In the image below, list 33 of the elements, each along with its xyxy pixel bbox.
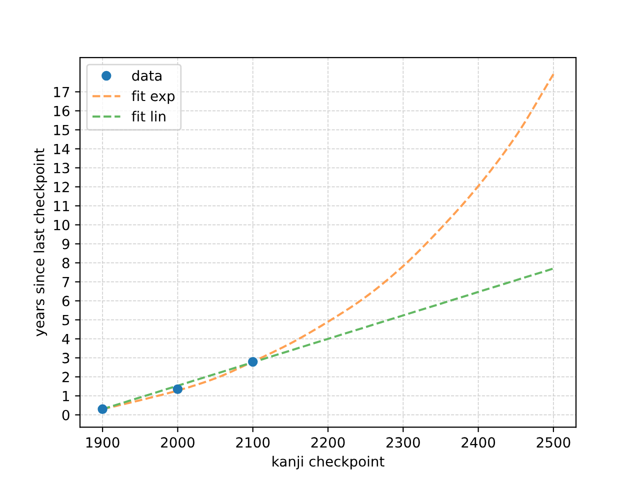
y-tick-label: 0 [62,410,70,420]
legend-label: fit exp [132,90,175,104]
legend-label: fit lin [132,110,166,122]
x-axis-title: kanji checkpoint [272,456,384,470]
y-tick-label: 10 [54,220,70,230]
y-tick-label: 14 [54,144,70,154]
y-tick-label: 9 [62,238,70,250]
y-tick-label: 4 [62,334,70,344]
y-tick-label: 6 [62,296,70,306]
point [248,356,258,367]
y-tick-label: 2 [62,372,69,382]
point [98,404,108,414]
x-tick-label: 2200 [311,437,345,448]
y-tick-label: 12 [54,182,69,192]
legend-label: data [132,70,162,81]
y-tick-label: 7 [62,276,70,288]
y-tick-label: 13 [54,162,70,174]
x-tick-label: 2500 [536,437,570,448]
point [172,384,183,394]
y-tick-label: 11 [54,200,69,212]
x-tick-label: 2300 [386,437,420,448]
x-tick-label: 2400 [462,437,496,448]
x-tick-label: 2000 [161,437,194,448]
y-tick-label: 8 [62,258,70,268]
y-tick-label: 3 [62,352,70,364]
y-tick-label: 17 [54,86,70,98]
y-tick-label: 15 [54,124,70,136]
y-tick-label: 16 [54,106,70,116]
y-tick-label: 1 [62,390,69,402]
x-tick-label: 2100 [236,437,270,448]
y-axis-title: years since last checkpoint [34,148,48,336]
x-tick-label: 1900 [86,437,120,448]
y-tick-label: 5 [62,314,70,326]
